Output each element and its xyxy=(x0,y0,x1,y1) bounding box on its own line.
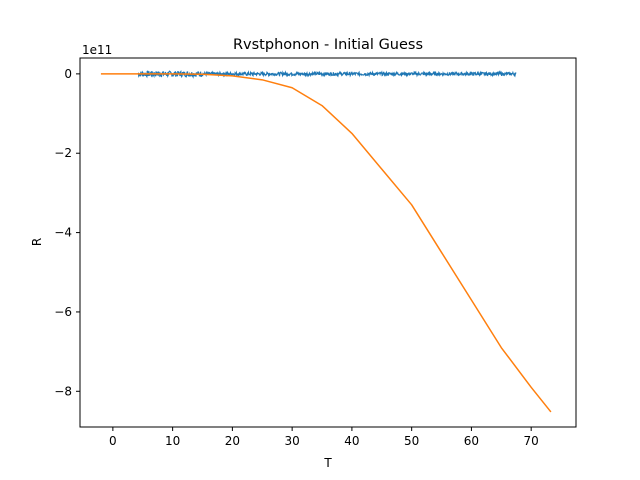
y-tick-label: −4 xyxy=(54,226,72,240)
series-line-data xyxy=(137,69,517,79)
y-tick-label: −2 xyxy=(54,146,72,160)
x-tick-label: 20 xyxy=(225,434,240,448)
x-tick-label: 60 xyxy=(464,434,479,448)
y-tick-label: 0 xyxy=(64,67,72,81)
chart-title: Rvstphonon - Initial Guess xyxy=(233,37,423,53)
ticks-layer: 0 10 20 30 40 50 60 70 0 −2 −4 −6 −8 xyxy=(54,67,539,448)
x-tick-label: 0 xyxy=(109,434,117,448)
x-axis-label: T xyxy=(323,456,332,470)
series-layer xyxy=(100,69,552,413)
plot-area xyxy=(80,58,576,427)
x-tick-label: 10 xyxy=(165,434,180,448)
series-line-fit xyxy=(100,73,552,413)
x-tick-label: 30 xyxy=(285,434,300,448)
y-offset-label: 1e11 xyxy=(82,43,112,57)
x-tick-label: 70 xyxy=(524,434,539,448)
x-tick-label: 50 xyxy=(404,434,419,448)
y-tick-label: −6 xyxy=(54,305,72,319)
x-tick-label: 40 xyxy=(344,434,359,448)
plot-frame xyxy=(79,57,577,428)
y-tick-label: −8 xyxy=(54,384,72,398)
y-axis-label: R xyxy=(30,238,44,246)
